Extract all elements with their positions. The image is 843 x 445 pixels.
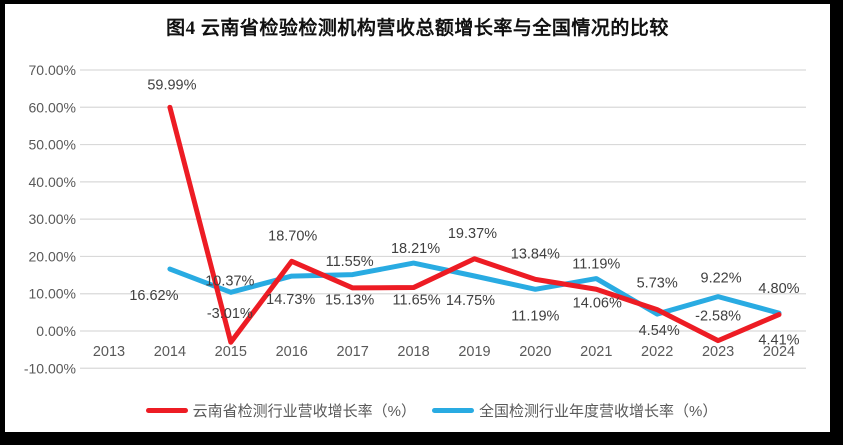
legend-item-yunnan: 云南省检测行业营收增长率（%） bbox=[145, 400, 416, 421]
yunnan-line-swatch-icon bbox=[145, 408, 188, 413]
y-axis-tick-label: 40.00% bbox=[29, 174, 76, 190]
x-axis-year-label: 2016 bbox=[276, 344, 308, 360]
y-axis-tick-label: 0.00% bbox=[36, 323, 76, 339]
chart-page: 图4 云南省检验检测机构营收总额增长率与全国情况的比较 -10.00% 0.00%… bbox=[5, 4, 830, 432]
y-axis-tick-label: 30.00% bbox=[29, 211, 76, 227]
data-label-yunnan: 18.70% bbox=[268, 228, 317, 244]
x-axis-year-label: 2018 bbox=[397, 344, 429, 360]
data-label-yunnan: 13.84% bbox=[511, 246, 560, 262]
data-label-national: 15.13% bbox=[325, 293, 374, 309]
data-label-national: 4.54% bbox=[639, 323, 680, 339]
data-label-yunnan: 19.37% bbox=[448, 226, 497, 242]
x-axis-year-label: 2024 bbox=[763, 344, 795, 360]
data-label-yunnan: 5.73% bbox=[637, 276, 678, 292]
y-axis-tick-label: 70.00% bbox=[29, 62, 76, 78]
data-label-yunnan: -3.01% bbox=[207, 306, 253, 322]
yunnan-growth-line bbox=[167, 104, 782, 345]
legend-label-national: 全国检测行业年度营收增长率（%） bbox=[479, 403, 718, 420]
legend-label-yunnan: 云南省检测行业营收增长率（%） bbox=[192, 403, 416, 420]
y-axis-tick-label: 50.00% bbox=[29, 137, 76, 153]
x-axis-year-label: 2023 bbox=[702, 344, 734, 360]
data-label-yunnan: 4.41% bbox=[758, 333, 799, 349]
data-label-yunnan: -2.58% bbox=[695, 309, 741, 325]
data-label-yunnan: 11.19% bbox=[572, 256, 620, 272]
x-axis-year-label: 2014 bbox=[154, 344, 186, 360]
y-axis-tick-label: 20.00% bbox=[29, 248, 76, 264]
data-label-national: 9.22% bbox=[701, 271, 742, 287]
chart-legend: 云南省检测行业营收增长率（%） 全国检测行业年度营收增长率（%） bbox=[19, 400, 843, 421]
data-label-national: 14.73% bbox=[266, 292, 315, 308]
data-label-national: 16.62% bbox=[129, 288, 178, 304]
x-axis-year-label: 2019 bbox=[458, 344, 490, 360]
data-label-national: 14.75% bbox=[446, 293, 495, 309]
chart-title: 图4 云南省检验检测机构营收总额增长率与全国情况的比较 bbox=[166, 18, 669, 39]
data-label-national: 11.19% bbox=[511, 308, 559, 324]
data-label-national: 14.06% bbox=[573, 296, 622, 312]
x-axis-year-label: 2020 bbox=[519, 344, 551, 360]
x-axis-year-label: 2021 bbox=[580, 344, 612, 360]
line-chart-plot-area: -10.00% 0.00% 10.00% 20.00% 30.00% 40.00% 50.0… bbox=[24, 62, 806, 376]
data-label-national: 4.80% bbox=[758, 281, 799, 297]
legend-item-national: 全国检测行业年度营收增长率（%） bbox=[432, 400, 717, 421]
x-axis-year-label: 2015 bbox=[215, 344, 247, 360]
y-axis-tick-label: 60.00% bbox=[29, 99, 76, 115]
y-axis-tick-label: 10.00% bbox=[29, 286, 76, 302]
data-label-national: 18.21% bbox=[391, 241, 440, 257]
data-label-national: 10.37% bbox=[205, 273, 254, 289]
x-axis-year-label: 2017 bbox=[337, 344, 369, 360]
y-axis-tick-label: -10.00% bbox=[24, 360, 76, 376]
x-axis-year-label: 2013 bbox=[93, 344, 125, 360]
data-label-yunnan: 59.99% bbox=[147, 77, 196, 93]
national-growth-line bbox=[167, 260, 782, 317]
national-line-swatch-icon bbox=[432, 408, 474, 413]
x-axis-year-label: 2022 bbox=[641, 344, 673, 360]
data-label-yunnan: 11.55% bbox=[326, 254, 374, 270]
data-label-yunnan: 11.65% bbox=[392, 293, 440, 309]
